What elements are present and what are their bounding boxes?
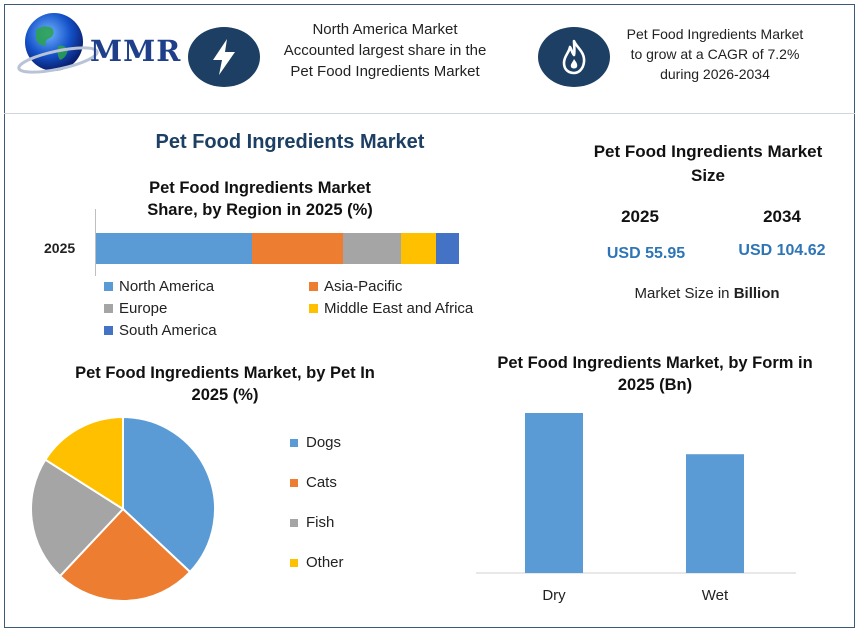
region-category-label: 2025 <box>44 240 76 256</box>
form-category-label: Wet <box>702 587 729 604</box>
chart-title-line: 2025 (Bn) <box>617 376 693 394</box>
legend-swatch <box>104 304 113 313</box>
pie-slice-other <box>43 416 124 511</box>
cagr-callout: Pet Food Ingredients Market to grow at a… <box>608 24 822 84</box>
market-size-unit-note: Market Size in Billion <box>600 285 814 302</box>
pie-legend-item: Fish <box>290 514 334 531</box>
flame-icon <box>538 27 610 87</box>
region-share-callout: North America Market Accounted largest s… <box>262 19 508 82</box>
callout-line: Pet Food Ingredients Market <box>626 26 804 42</box>
size-year-2034: 2034 <box>763 207 801 226</box>
callout-line: to grow at a CAGR of 7.2% <box>630 46 800 62</box>
market-size-title: Pet Food Ingredients Market Size <box>580 140 836 188</box>
legend-swatch <box>290 478 298 487</box>
form-bar-wet <box>686 454 744 573</box>
legend-swatch <box>290 558 298 567</box>
form-category-label: Dry <box>542 587 566 604</box>
size-value-2034: USD 104.62 <box>738 242 826 259</box>
region-bar-segment-south-america <box>436 233 459 264</box>
market-size-title-line: Pet Food Ingredients Market <box>593 142 823 161</box>
market-size-title-line: Size <box>690 166 726 185</box>
region-bar-segment-middle-east-and-africa <box>400 233 437 264</box>
legend-swatch <box>104 326 113 335</box>
region-legend-item: Asia-Pacific <box>309 278 402 295</box>
legend-swatch <box>309 304 318 313</box>
region-legend-item: South America <box>104 322 217 339</box>
pie-legend-item: Other <box>290 554 344 571</box>
legend-label: Dogs <box>306 434 342 451</box>
legend-swatch <box>309 282 318 291</box>
size-year-2025: 2025 <box>621 207 659 226</box>
legend-label: Other <box>306 554 344 571</box>
legend-label: Middle East and Africa <box>324 300 474 317</box>
chart-title-line: Pet Food Ingredients Market <box>149 179 371 197</box>
legend-swatch <box>290 438 298 447</box>
legend-label: Europe <box>119 300 168 317</box>
region-chart-title: Pet Food Ingredients Market Share, by Re… <box>100 177 420 221</box>
legend-label: Asia-Pacific <box>324 278 403 295</box>
callout-line: Pet Food Ingredients Market <box>290 63 480 80</box>
form-bar-chart: Dry Wet <box>476 413 796 604</box>
region-legend: North America Asia-Pacific Europe Middle Ea… <box>104 278 524 344</box>
chart-title-line: 2025 (%) <box>191 386 259 404</box>
chart-title-line: Pet Food Ingredients Market, by Form in <box>497 354 813 372</box>
logo-text: MMR <box>90 34 182 68</box>
form-bar-dry <box>525 413 583 573</box>
legend-label: Fish <box>306 514 335 531</box>
region-legend-item: Middle East and Africa <box>309 300 473 317</box>
legend-swatch <box>104 282 113 291</box>
size-value-2025: USD 55.95 <box>606 245 686 262</box>
form-chart-title: Pet Food Ingredients Market, by Form in … <box>478 352 832 396</box>
region-bar-segment-europe <box>342 233 401 264</box>
pie-legend-item: Cats <box>290 474 337 491</box>
pie-slice-fish <box>30 458 125 578</box>
unit-note-prefix: Market Size in <box>634 285 734 302</box>
unit-note-bold: Billion <box>733 285 780 302</box>
globe-icon <box>17 13 99 74</box>
legend-label: North America <box>119 278 215 295</box>
pie-slice-cats <box>58 507 192 602</box>
lightning-bolt-icon <box>188 27 260 87</box>
legend-swatch <box>290 518 298 527</box>
pie-legend-item: Dogs <box>290 434 341 451</box>
region-stacked-bar <box>96 233 459 264</box>
region-legend-item: Europe <box>104 300 167 317</box>
pet-pie-legend: Dogs Cats Fish Other <box>290 434 410 584</box>
header-divider <box>4 113 855 114</box>
legend-label: Cats <box>306 474 337 491</box>
callout-line: North America Market <box>312 21 458 38</box>
chart-title-line: Share, by Region in 2025 (%) <box>147 201 373 219</box>
main-title: Pet Food Ingredients Market <box>155 131 425 153</box>
pet-chart-title: Pet Food Ingredients Market, by Pet In 2… <box>50 362 400 406</box>
region-bar-segment-north-america <box>96 233 252 264</box>
pet-pie-chart <box>30 416 216 602</box>
mmr-logo: MMR <box>14 10 180 76</box>
callout-line: during 2026-2034 <box>660 66 770 82</box>
callout-line: Accounted largest share in the <box>283 42 487 59</box>
legend-label: South America <box>119 322 217 339</box>
region-axis-line <box>95 209 96 276</box>
region-bar-segment-asia-pacific <box>251 233 343 264</box>
region-legend-item: North America <box>104 278 214 295</box>
pie-slice-dogs <box>122 416 216 574</box>
chart-title-line: Pet Food Ingredients Market, by Pet In <box>75 364 375 382</box>
